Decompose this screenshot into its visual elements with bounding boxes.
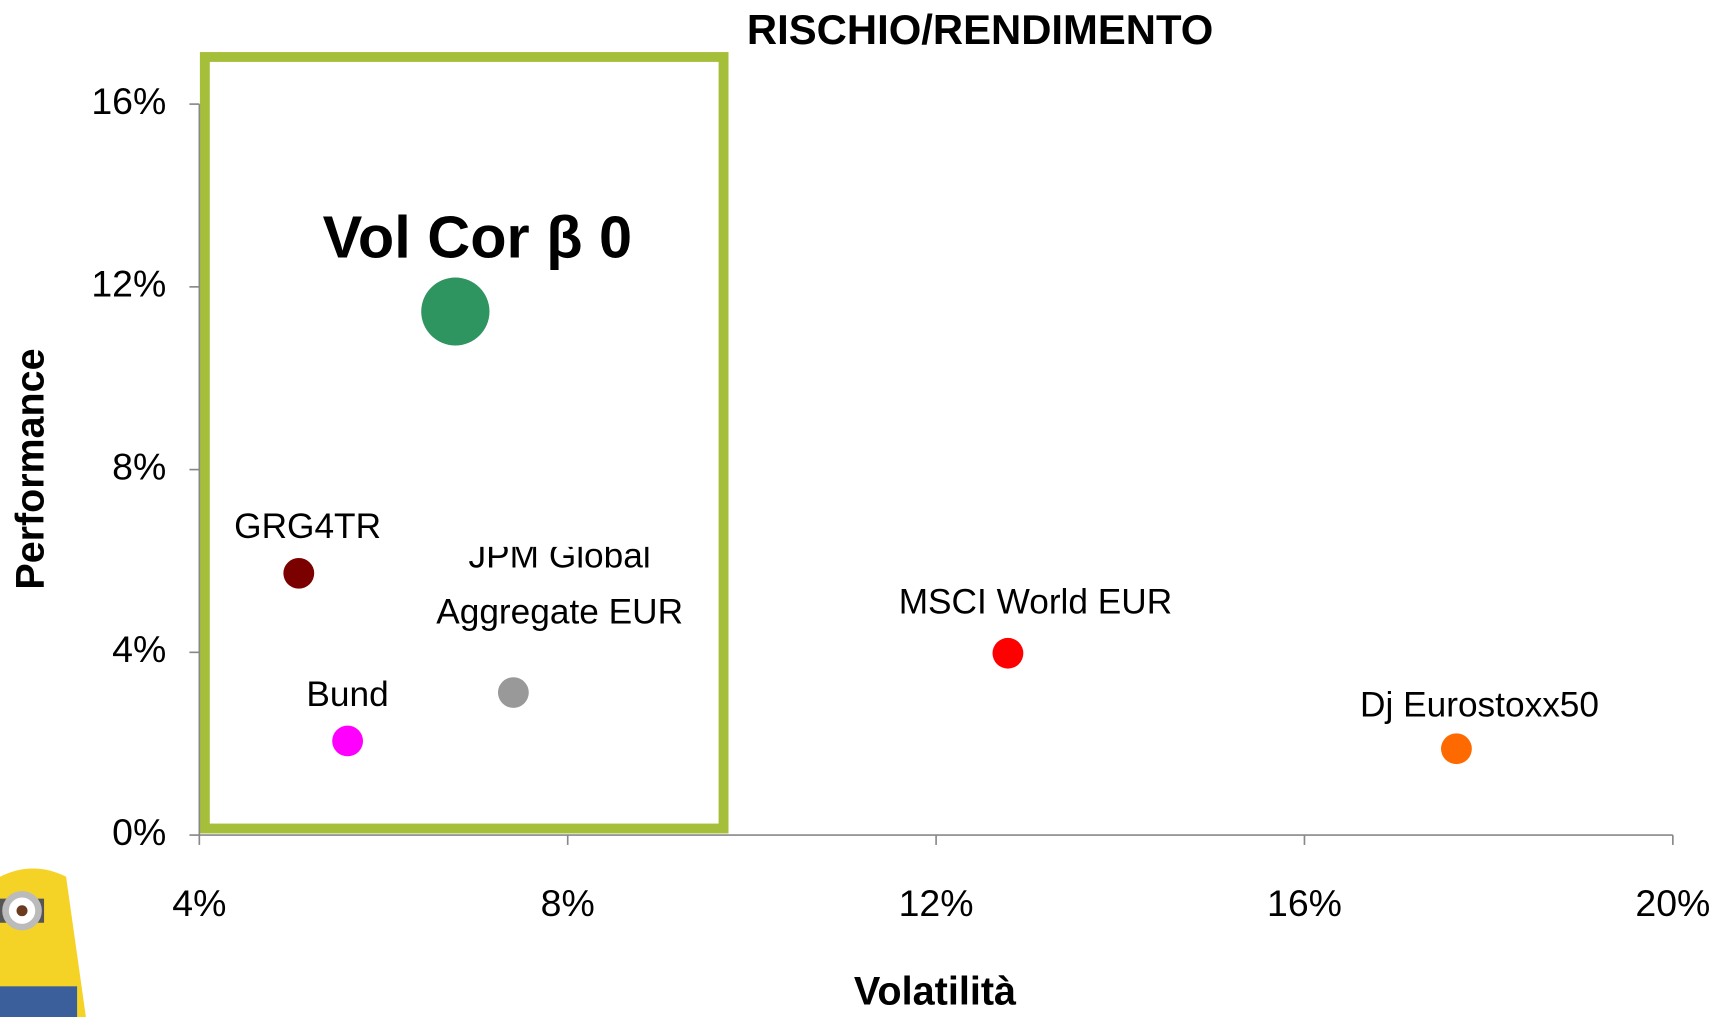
- point-label: GRG4TR: [234, 505, 382, 546]
- point-label: Bund: [306, 673, 389, 713]
- point: [332, 725, 364, 757]
- x-tick-label: 4%: [172, 882, 226, 924]
- point-label: Vol Cor β 0: [322, 204, 633, 271]
- y-tick-label: 0%: [112, 811, 166, 853]
- point: [421, 277, 490, 346]
- y-axis-label: Performance: [8, 348, 52, 589]
- mascot: [0, 868, 86, 1017]
- point: [1441, 733, 1472, 765]
- point-label-text: MSCI World EUR: [898, 582, 1173, 622]
- x-tick-label: 8%: [541, 882, 595, 924]
- point-label-text: GRG4TR: [234, 505, 382, 546]
- x-tick-label: 16%: [1267, 882, 1342, 924]
- point-label: JPM Global Aggregate EUR: [436, 546, 684, 632]
- point-label: Dj Eurostoxx50: [1360, 684, 1600, 724]
- y-tick-label: 12%: [91, 263, 166, 305]
- point: [992, 637, 1024, 669]
- y-tick-label: 16%: [91, 80, 166, 122]
- point-label-text: JPM Global Aggregate EUR: [436, 546, 684, 632]
- x-axis-label: Volatilità: [854, 969, 1017, 1013]
- point-label-text: Vol Cor β 0: [322, 204, 633, 271]
- x-tick-label: 12%: [899, 882, 974, 924]
- y-tick-label: 4%: [112, 628, 166, 670]
- highlight-box: [199, 52, 729, 834]
- point-label-text: Bund: [306, 673, 389, 713]
- point: [497, 677, 529, 708]
- chart-title: RISCHIO/RENDIMENTO: [747, 6, 1213, 53]
- y-tick-label: 8%: [112, 446, 166, 488]
- x-tick-label: 20%: [1635, 882, 1710, 924]
- point-label-text: Dj Eurostoxx50: [1360, 684, 1600, 724]
- point: [283, 557, 315, 589]
- point-label: MSCI World EUR: [898, 582, 1173, 622]
